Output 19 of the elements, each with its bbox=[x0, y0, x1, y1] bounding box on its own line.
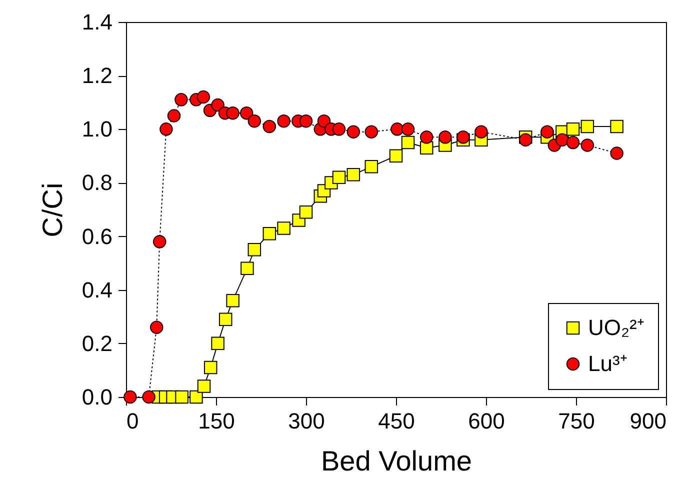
y-tick-label: 0.2 bbox=[82, 330, 112, 356]
legend-label: UO₂²⁺ bbox=[588, 315, 644, 340]
y-axis-title: C/Ci bbox=[36, 182, 68, 238]
y-tick-label: 0.4 bbox=[82, 277, 112, 302]
y-tick-label: 0.6 bbox=[82, 224, 112, 249]
y-tick-label: 1.0 bbox=[82, 116, 112, 142]
x-tick-label: 0 bbox=[126, 408, 139, 434]
x-tick-label: 300 bbox=[288, 408, 325, 434]
x-tick-label: 900 bbox=[630, 408, 666, 434]
y-tick-label: 1.2 bbox=[82, 63, 112, 88]
y-tick-label: 0.8 bbox=[82, 170, 112, 196]
y-tick-label: 0.0 bbox=[82, 384, 112, 410]
x-tick-label: 150 bbox=[198, 408, 235, 434]
x-tick-label: 600 bbox=[468, 408, 505, 434]
legend-label: Lu³⁺ bbox=[588, 351, 627, 376]
y-tick-label: 1.4 bbox=[82, 10, 112, 34]
x-tick-label: 750 bbox=[558, 408, 595, 434]
x-tick-label: 450 bbox=[378, 408, 415, 434]
x-axis-title: Bed Volume bbox=[321, 446, 472, 476]
